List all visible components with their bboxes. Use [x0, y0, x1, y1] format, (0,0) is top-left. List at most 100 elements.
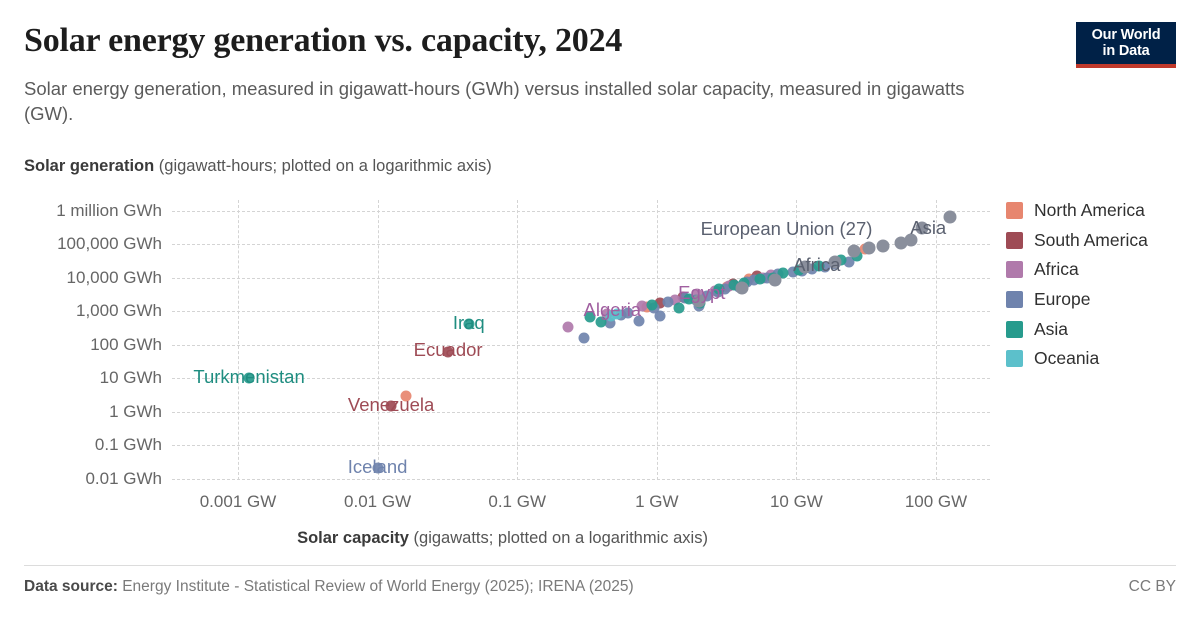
data-point[interactable]: [859, 243, 871, 255]
data-point[interactable]: [723, 280, 735, 292]
y-axis-tick-label: 0.1 GWh: [94, 435, 162, 454]
data-point[interactable]: [622, 307, 634, 319]
data-point[interactable]: [738, 277, 750, 289]
data-point[interactable]: [798, 260, 812, 274]
page-title: Solar energy generation vs. capacity, 20…: [24, 22, 623, 59]
data-point[interactable]: [679, 292, 691, 304]
legend-item[interactable]: Europe: [1006, 285, 1148, 315]
data-point[interactable]: [648, 302, 660, 314]
data-point[interactable]: [735, 281, 749, 295]
data-point[interactable]: [562, 321, 574, 333]
data-point[interactable]: [813, 260, 825, 272]
data-point[interactable]: [693, 300, 705, 312]
gridline-horizontal: [172, 445, 990, 446]
data-point[interactable]: [741, 276, 753, 288]
data-point[interactable]: [400, 390, 412, 402]
data-point[interactable]: [876, 239, 890, 253]
data-point[interactable]: [787, 266, 799, 278]
data-point[interactable]: [806, 263, 818, 275]
data-point[interactable]: [654, 297, 666, 309]
data-point[interactable]: [677, 291, 689, 303]
data-point[interactable]: [862, 241, 876, 255]
legend-item[interactable]: North America: [1006, 196, 1148, 226]
legend-item[interactable]: Africa: [1006, 255, 1148, 285]
legend-item-label: Asia: [1034, 318, 1069, 339]
point-annotation-label: Venezuela: [347, 393, 435, 415]
data-point[interactable]: [915, 221, 929, 235]
data-point[interactable]: [633, 315, 645, 326]
data-point[interactable]: [894, 236, 908, 250]
owid-logo[interactable]: Our World in Data: [1076, 22, 1176, 68]
data-point[interactable]: [601, 308, 613, 320]
data-point[interactable]: [761, 272, 773, 283]
legend-item[interactable]: Oceania: [1006, 344, 1148, 374]
data-point[interactable]: [385, 400, 397, 412]
data-point[interactable]: [768, 273, 782, 287]
data-point[interactable]: [712, 286, 724, 298]
data-point[interactable]: [584, 311, 596, 323]
data-point[interactable]: [772, 268, 784, 280]
data-point[interactable]: [243, 372, 255, 384]
data-point[interactable]: [748, 274, 760, 286]
data-point[interactable]: [604, 317, 616, 329]
data-point[interactable]: [463, 318, 475, 330]
data-point[interactable]: [709, 285, 721, 297]
data-point[interactable]: [829, 258, 841, 270]
data-point[interactable]: [733, 281, 745, 293]
legend-item[interactable]: South America: [1006, 226, 1148, 256]
page-subtitle: Solar energy generation, measured in gig…: [24, 78, 965, 124]
data-point[interactable]: [819, 261, 831, 273]
data-point[interactable]: [904, 233, 918, 247]
legend-item-label: North America: [1034, 200, 1145, 221]
point-annotation-label: Egypt: [678, 281, 726, 303]
data-point[interactable]: [767, 272, 779, 284]
data-point[interactable]: [713, 283, 725, 295]
data-point[interactable]: [372, 462, 384, 474]
data-point[interactable]: [646, 299, 658, 311]
gridline-vertical: [377, 200, 379, 480]
data-point[interactable]: [751, 270, 763, 282]
data-point[interactable]: [662, 296, 674, 308]
data-point[interactable]: [719, 283, 731, 295]
data-point[interactable]: [615, 309, 627, 321]
data-point[interactable]: [692, 294, 706, 308]
data-point[interactable]: [683, 293, 695, 305]
data-point[interactable]: [943, 210, 957, 224]
data-point[interactable]: [757, 272, 769, 284]
data-point[interactable]: [694, 297, 706, 309]
legend-item[interactable]: Asia: [1006, 314, 1148, 344]
data-point[interactable]: [595, 316, 607, 328]
data-point[interactable]: [641, 301, 653, 313]
data-point[interactable]: [754, 273, 766, 285]
data-point[interactable]: [847, 244, 861, 258]
data-point[interactable]: [765, 269, 777, 281]
data-point[interactable]: [843, 256, 855, 268]
data-point[interactable]: [673, 302, 685, 314]
data-point[interactable]: [796, 265, 808, 277]
data-point[interactable]: [851, 250, 863, 262]
data-point[interactable]: [721, 281, 733, 293]
data-point[interactable]: [691, 288, 703, 300]
data-point[interactable]: [578, 332, 590, 344]
x-axis-tick-label: 100 GW: [904, 492, 968, 511]
data-point[interactable]: [442, 346, 454, 358]
data-point[interactable]: [611, 308, 623, 320]
data-point[interactable]: [793, 264, 805, 276]
y-axis-title-rest: (gigawatt-hours; plotted on a logarithmi…: [158, 157, 492, 175]
data-point[interactable]: [828, 255, 842, 269]
data-point[interactable]: [669, 294, 681, 306]
data-point[interactable]: [654, 310, 666, 322]
data-point[interactable]: [605, 310, 617, 322]
data-point[interactable]: [835, 254, 847, 266]
gridline-vertical: [656, 200, 658, 480]
y-axis-tick-label: 1 GWh: [109, 401, 162, 421]
y-axis-tick-label: 10,000 GWh: [66, 267, 162, 287]
data-point[interactable]: [727, 278, 739, 290]
data-point[interactable]: [777, 267, 789, 279]
data-source-text: Energy Institute - Statistical Review of…: [122, 578, 634, 595]
data-point[interactable]: [728, 279, 740, 291]
data-point[interactable]: [743, 273, 755, 285]
data-point[interactable]: [701, 290, 713, 301]
data-point[interactable]: [636, 300, 648, 312]
data-point[interactable]: [690, 294, 702, 306]
